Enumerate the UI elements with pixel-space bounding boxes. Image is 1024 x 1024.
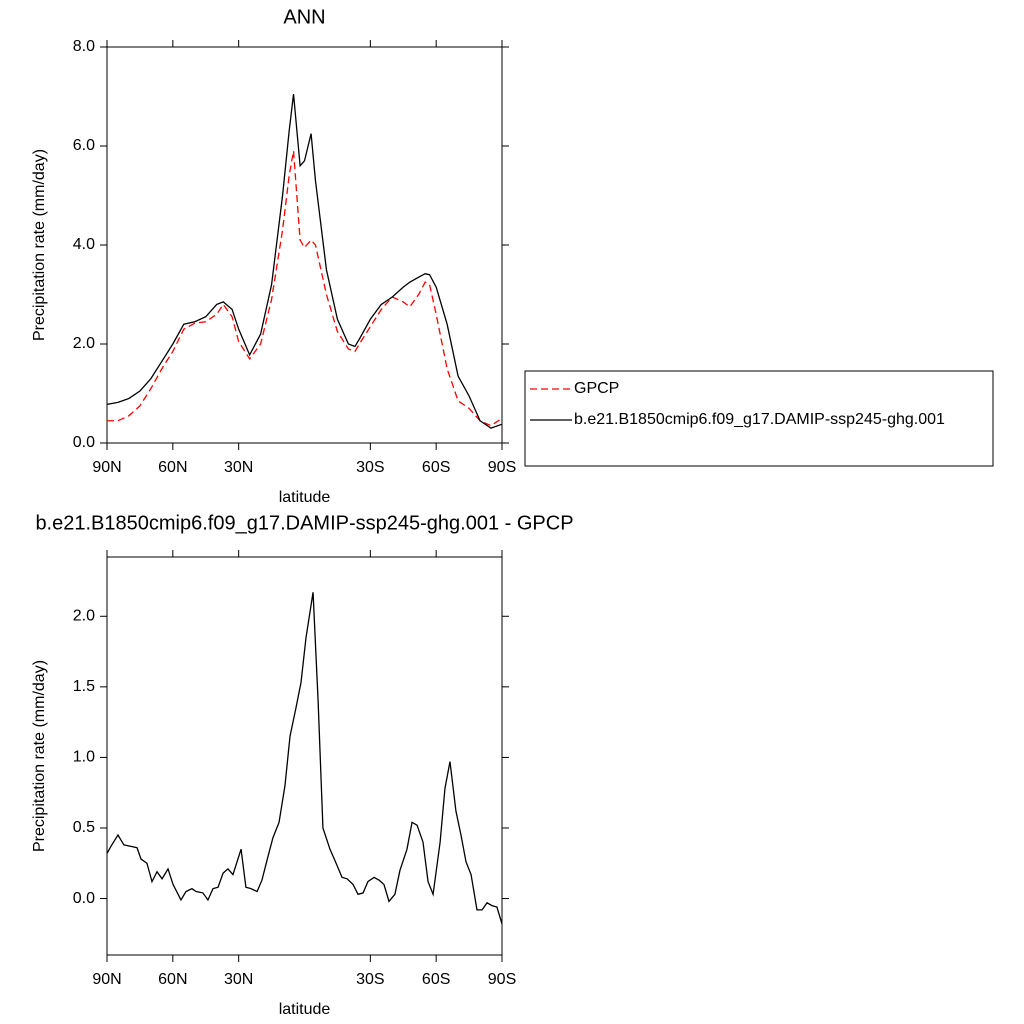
y-tick-label: 1.5 — [73, 678, 95, 695]
chart-title: ANN — [283, 6, 325, 28]
y-tick-label: 2.0 — [73, 607, 95, 624]
x-axis-label: latitude — [279, 489, 331, 506]
x-tick-label: 60N — [158, 459, 187, 476]
x-tick-label: 30N — [224, 971, 253, 988]
x-tick-label: 30N — [224, 459, 253, 476]
x-tick-label: 60S — [422, 971, 450, 988]
y-tick-label: 1.0 — [73, 749, 95, 766]
data-line — [107, 150, 503, 427]
x-tick-label: 30S — [356, 971, 384, 988]
y-tick-label: 0.5 — [73, 819, 95, 836]
y-axis-label: Precipitation rate (mm/day) — [31, 149, 48, 341]
y-tick-label: 2.0 — [73, 335, 95, 352]
x-tick-label: 90S — [488, 971, 516, 988]
x-tick-label: 60S — [422, 459, 450, 476]
legend-label: b.e21.B1850cmip6.f09_g17.DAMIP-ssp245-gh… — [574, 411, 945, 428]
y-tick-label: 0.0 — [73, 890, 95, 907]
y-axis-label: Precipitation rate (mm/day) — [31, 660, 48, 852]
data-line — [106, 592, 503, 925]
legend-label: GPCP — [574, 380, 619, 397]
x-tick-label: 60N — [158, 971, 187, 988]
chart-title: b.e21.B1850cmip6.f09_g17.DAMIP-ssp245-gh… — [35, 512, 573, 534]
y-tick-label: 8.0 — [73, 38, 95, 55]
x-tick-label: 30S — [356, 459, 384, 476]
y-tick-label: 6.0 — [73, 137, 95, 154]
x-tick-label: 90N — [92, 971, 121, 988]
y-tick-label: 4.0 — [73, 236, 95, 253]
legend-box — [524, 370, 994, 467]
y-tick-label: 0.0 — [73, 434, 95, 451]
x-axis-label: latitude — [279, 1001, 331, 1018]
plot-frame — [106, 556, 503, 956]
data-line — [106, 93, 503, 429]
plot-frame — [106, 46, 503, 444]
x-tick-label: 90N — [92, 459, 121, 476]
x-tick-label: 90S — [488, 459, 516, 476]
